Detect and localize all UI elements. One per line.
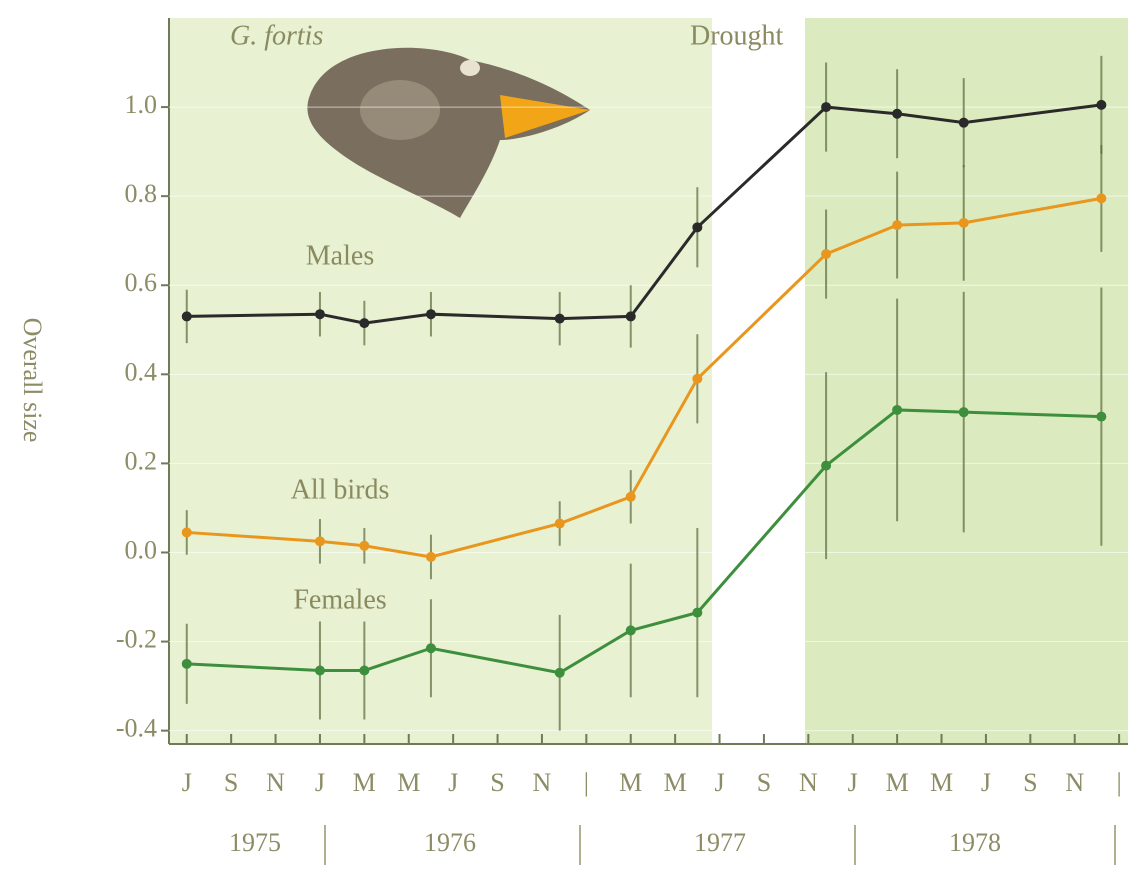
year-label: 1977 xyxy=(694,828,746,857)
data-point xyxy=(892,220,902,230)
y-tick-label: 0.8 xyxy=(125,179,158,208)
data-point xyxy=(359,541,369,551)
x-tick-label: N xyxy=(533,768,552,797)
x-tick-label: N xyxy=(266,768,285,797)
y-tick-label: 1.0 xyxy=(125,90,158,119)
year-label: 1976 xyxy=(424,828,476,857)
drought-gap xyxy=(712,18,805,744)
year-label: 1978 xyxy=(949,828,1001,857)
y-tick-label: 0.6 xyxy=(125,268,158,297)
data-point xyxy=(959,118,969,128)
drought-band xyxy=(805,18,1128,744)
y-tick-label: 0.2 xyxy=(125,446,158,475)
data-point xyxy=(1096,193,1106,203)
data-point xyxy=(626,311,636,321)
data-point xyxy=(182,311,192,321)
chart: Overall size G. fortis Drought -0.4 -0.2 0… xyxy=(0,0,1140,879)
y-tick-label: -0.4 xyxy=(116,714,157,743)
x-tick-label: N xyxy=(799,768,818,797)
series-label: All birds xyxy=(291,474,390,505)
data-point xyxy=(182,659,192,669)
data-point xyxy=(555,314,565,324)
data-point xyxy=(359,666,369,676)
data-point xyxy=(821,461,831,471)
data-point xyxy=(821,102,831,112)
y-tick-label: 0.4 xyxy=(125,357,158,386)
drought-label: Drought xyxy=(690,20,784,51)
data-point xyxy=(359,318,369,328)
y-tick-label: -0.2 xyxy=(116,625,157,654)
data-point xyxy=(892,405,902,415)
x-tick-label: J xyxy=(981,768,991,797)
data-point xyxy=(315,666,325,676)
data-point xyxy=(426,552,436,562)
x-tick-label: | xyxy=(584,768,589,797)
x-tick-label: J xyxy=(848,768,858,797)
data-point xyxy=(555,668,565,678)
x-tick-label: M xyxy=(664,768,687,797)
x-tick-label: J xyxy=(182,768,192,797)
x-tick-label: M xyxy=(930,768,953,797)
y-tick-label: 0.0 xyxy=(125,535,158,564)
series-label: Females xyxy=(293,584,386,615)
data-point xyxy=(315,309,325,319)
data-point xyxy=(692,374,702,384)
y-axis-title: Overall size xyxy=(18,318,47,443)
data-point xyxy=(692,222,702,232)
x-tick-label: S xyxy=(224,768,238,797)
species-label: G. fortis xyxy=(230,20,323,51)
x-tick-label: J xyxy=(448,768,458,797)
data-point xyxy=(426,309,436,319)
data-point xyxy=(182,527,192,537)
x-tick-label: J xyxy=(315,768,325,797)
x-tick-label: S xyxy=(757,768,771,797)
data-point xyxy=(1096,100,1106,110)
data-point xyxy=(626,492,636,502)
x-tick-label: | xyxy=(1117,768,1122,797)
data-point xyxy=(555,519,565,529)
x-tick-label: N xyxy=(1065,768,1084,797)
data-point xyxy=(821,249,831,259)
year-label: 1975 xyxy=(229,828,281,857)
data-point xyxy=(315,536,325,546)
data-point xyxy=(959,218,969,228)
x-tick-label: M xyxy=(353,768,376,797)
x-tick-label: S xyxy=(490,768,504,797)
x-tick-label: M xyxy=(886,768,909,797)
series-label: Males xyxy=(306,240,374,271)
x-tick-label: S xyxy=(1023,768,1037,797)
data-point xyxy=(426,643,436,653)
x-tick-label: J xyxy=(714,768,724,797)
data-point xyxy=(959,407,969,417)
data-point xyxy=(626,625,636,635)
data-point xyxy=(892,109,902,119)
x-tick-label: M xyxy=(397,768,420,797)
x-tick-label: M xyxy=(619,768,642,797)
data-point xyxy=(1096,412,1106,422)
data-point xyxy=(692,608,702,618)
